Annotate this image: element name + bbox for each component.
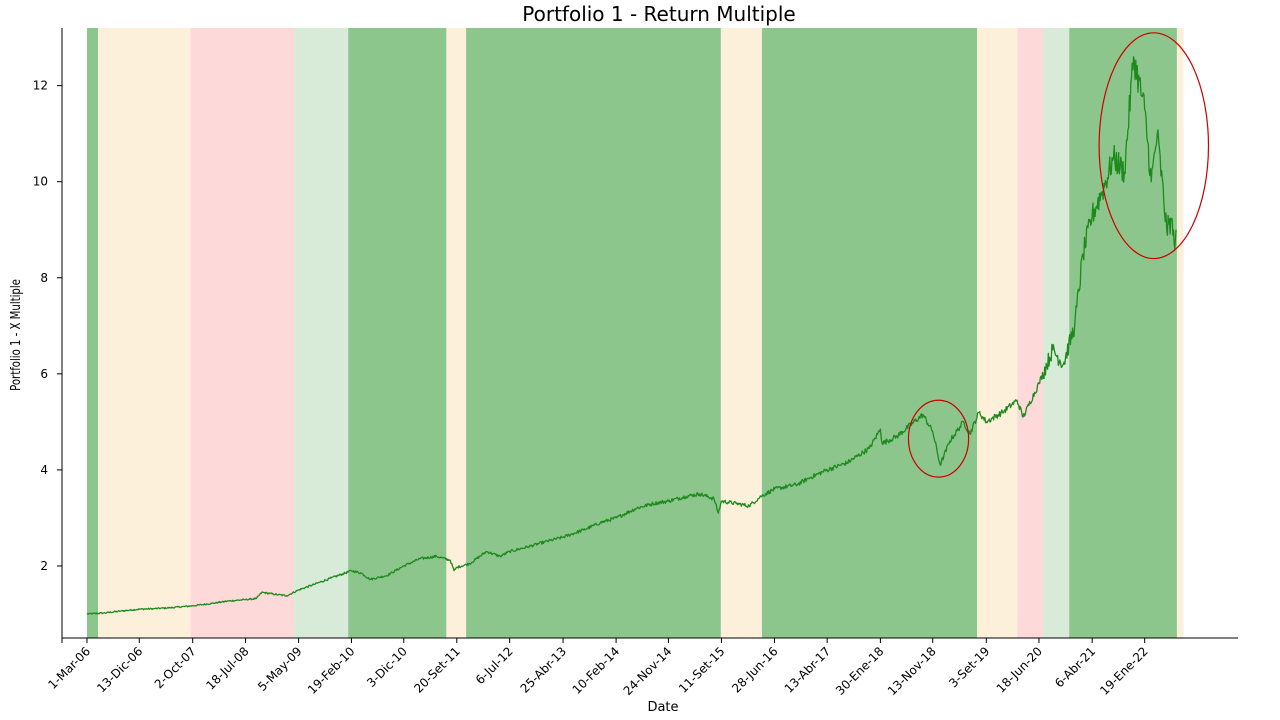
- y-axis-label: Portfolio 1 - X Multiple: [8, 279, 24, 391]
- regime-band: [1069, 28, 1177, 638]
- y-tick-label: 6: [40, 367, 48, 381]
- regime-band: [977, 28, 1018, 638]
- x-tick-label: 25-Abr-13: [518, 644, 570, 696]
- y-tick-label: 10: [33, 175, 48, 189]
- regime-band: [761, 28, 978, 638]
- annotation-ellipse: [1098, 32, 1210, 260]
- x-tick-label: 13-Dic-06: [94, 644, 145, 695]
- x-tick-label: 6-Abr-21: [1052, 644, 1098, 690]
- x-tick-label: 18-Jul-08: [203, 644, 251, 692]
- x-tick-label: 20-Set-11: [411, 644, 463, 696]
- x-tick-label: 6-Jul-12: [473, 644, 516, 687]
- regime-band: [86, 28, 99, 638]
- annotation-ellipse: [907, 399, 970, 478]
- x-axis-label: Date: [647, 700, 678, 715]
- x-tick-label: 19-Ene-22: [1097, 644, 1151, 698]
- x-tick-label: 18-Jun-20: [994, 644, 1045, 695]
- regime-band: [294, 28, 349, 638]
- x-tick-label: 28-Jun-16: [729, 644, 780, 695]
- y-tick-label: 8: [40, 271, 48, 285]
- x-tick-label: 5-May-09: [255, 644, 305, 694]
- regime-band: [348, 28, 447, 638]
- regime-band: [446, 28, 467, 638]
- x-tick-label: 30-Ene-18: [833, 644, 887, 698]
- x-tick-label: 19-Feb-10: [305, 644, 358, 697]
- y-tick-label: 4: [40, 463, 48, 477]
- regime-bands: [86, 28, 1184, 638]
- regime-band: [1042, 28, 1070, 638]
- regime-band: [1017, 28, 1043, 638]
- regime-band: [190, 28, 295, 638]
- regime-band: [98, 28, 191, 638]
- x-tick-label: 1-Mar-06: [45, 644, 93, 692]
- annotation-layer: [907, 32, 1210, 478]
- series-layer: [86, 56, 1177, 615]
- y-tick-label: 2: [40, 559, 48, 573]
- x-tick-label: 2-Oct-07: [152, 644, 199, 691]
- series-line: [86, 56, 1177, 615]
- x-tick-label: 13-Abr-17: [782, 644, 834, 696]
- y-tick-label: 12: [33, 79, 48, 93]
- x-tick-label: 13-Nov-18: [885, 644, 939, 698]
- regime-band: [720, 28, 762, 638]
- regime-band: [1176, 28, 1184, 638]
- x-tick-label: 11-Set-15: [676, 644, 728, 696]
- chart-title: Portfolio 1 - Return Multiple: [522, 2, 795, 26]
- regime-band: [466, 28, 721, 638]
- x-tick-label: 10-Feb-14: [570, 644, 623, 697]
- x-tick-label: 3-Dic-10: [364, 644, 410, 690]
- x-tick-label: 24-Nov-14: [621, 644, 675, 698]
- x-tick-label: 3-Set-19: [946, 644, 992, 690]
